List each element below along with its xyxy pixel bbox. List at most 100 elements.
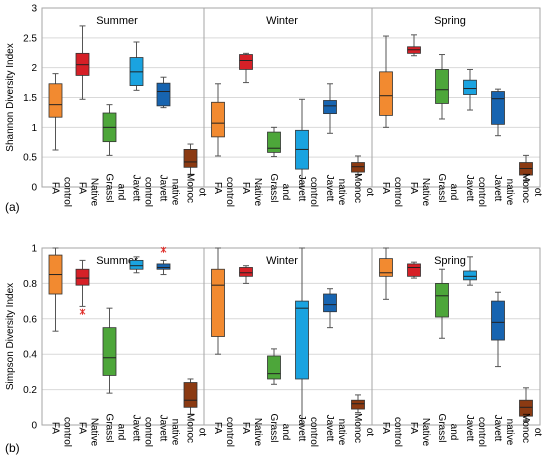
category-tick-label: ot [364,428,375,437]
category-tick-label: ot [364,188,375,197]
category-tick-label: control [392,417,403,447]
category-tick-label: native [504,179,515,206]
category-tick-label: Grassl [268,414,279,443]
category-tick-label: FA [240,422,251,435]
category-tick-label: Grassl [436,174,447,203]
category-tick-label: FA [380,182,391,195]
category-tick-label: native [504,419,515,446]
box-monocot [183,149,198,168]
category-tick-label: Native [89,178,100,207]
box-javett-native [323,293,337,313]
season-label: Summer [96,255,138,267]
y-tick-label: 0.6 [23,314,37,325]
category-tick-label: Native [420,178,431,207]
category-tick-label: Javett [131,415,142,442]
box-fa-control [379,258,393,277]
box-grassland [435,282,449,318]
category-tick-label: and [280,184,291,201]
category-tick-label: control [308,417,319,447]
y-tick-label: 3 [31,4,37,15]
category-tick-label: Javett [158,175,169,202]
box-monocot [183,382,198,408]
y-tick-label: 1 [31,244,37,255]
box-javett-native [491,91,505,125]
box-fa-native [407,263,421,277]
box-javett-control [295,300,309,380]
category-tick-label: Javett [296,415,307,442]
category-tick-label: and [116,424,127,441]
box-fa-native [239,54,253,70]
y-tick-label: 0 [31,421,37,432]
season-label: Winter [266,255,298,267]
category-tick-label: FA [77,422,88,435]
category-tick-label: Native [252,178,263,207]
y-axis-label: Simpson Diversity Index [5,283,16,390]
box-fa-control [211,268,225,337]
category-tick-label: and [448,424,459,441]
category-tick-label: Javett [158,415,169,442]
category-tick-label: Javett [324,175,335,202]
box-grassland [267,131,281,153]
plot-frame [41,247,541,426]
plot-frame [41,7,541,188]
category-tick-label: Grassl [104,414,115,443]
box-fa-control [48,83,63,118]
category-tick-label: control [476,417,487,447]
y-tick-label: 2.5 [23,33,37,44]
category-tick-label: control [224,417,235,447]
category-tick-label: Javett [131,175,142,202]
season-label: Spring [434,255,466,267]
category-tick-label: FA [380,422,391,435]
category-tick-label: Monoc [520,173,531,203]
category-tick-label: ot [197,188,208,197]
category-tick-label: FA [240,182,251,195]
box-javett-control [463,79,477,95]
category-tick-label: FA [50,422,61,435]
category-tick-label: control [143,417,154,447]
category-tick-label: Javett [492,415,503,442]
category-tick-label: Native [420,418,431,447]
panel-label: (b) [5,441,20,455]
category-tick-label: control [62,417,73,447]
category-tick-label: control [224,177,235,207]
category-tick-label: Javett [464,415,475,442]
box-javett-control [463,270,477,281]
y-tick-label: 0.4 [23,350,37,361]
season-label: Winter [266,15,298,27]
y-tick-label: 2 [31,63,37,74]
box-fa-control [211,101,225,138]
category-tick-label: ot [197,428,208,437]
category-tick-label: Monoc [352,173,363,203]
y-tick-label: 0 [31,183,37,194]
category-tick-label: Javett [296,175,307,202]
category-tick-label: Monoc [520,413,531,443]
category-tick-label: ot [532,188,543,197]
y-tick-label: 0.2 [23,385,37,396]
box-monocot [351,162,365,173]
category-tick-label: Monoc [185,173,196,203]
category-tick-label: Native [89,418,100,447]
box-fa-native [239,267,253,277]
category-tick-label: control [143,177,154,207]
category-tick-label: FA [212,182,223,195]
category-tick-label: FA [408,182,419,195]
category-tick-label: Javett [324,415,335,442]
season-label: Spring [434,15,466,27]
category-tick-label: FA [212,422,223,435]
category-tick-label: Grassl [104,174,115,203]
category-tick-label: Monoc [185,413,196,443]
y-axis-label: Shannon Diversity Index [5,43,16,151]
category-tick-label: Javett [492,175,503,202]
category-tick-label: native [336,419,347,446]
y-tick-label: 1.5 [23,93,37,104]
box-monocot [351,399,365,410]
category-tick-label: and [116,184,127,201]
category-tick-label: Grassl [268,174,279,203]
box-javett-native [491,300,505,341]
y-tick-label: 0.8 [23,279,37,290]
panel-label: (a) [5,200,20,214]
box-javett-native [323,100,337,115]
category-tick-label: native [336,179,347,206]
